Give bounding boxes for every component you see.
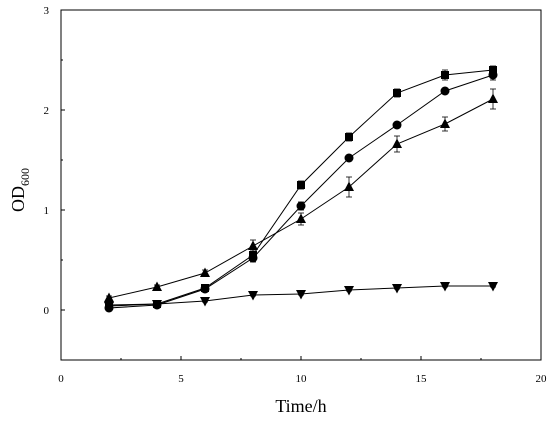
y-axis-label-subscript: 600 — [18, 168, 32, 186]
x-axis-ticks: 0 5 10 15 20 — [58, 356, 547, 385]
x-axis-label: Time/h — [275, 396, 326, 416]
data-point-triangle-down — [296, 290, 306, 300]
y-tick-label: 2 — [44, 105, 50, 117]
series-triangle-down — [104, 282, 498, 312]
data-point-circle — [200, 284, 210, 294]
data-point-circle — [296, 201, 306, 211]
data-point-circle — [488, 70, 498, 80]
data-point-triangle-up — [392, 138, 402, 148]
data-point-circle — [392, 120, 402, 130]
y-tick-label: 0 — [44, 305, 50, 317]
y-tick-label: 3 — [44, 5, 50, 17]
series-layer — [104, 65, 498, 313]
data-point-triangle-down — [440, 282, 450, 292]
y-axis-ticks: 0 1 2 3 — [44, 5, 65, 361]
data-point-triangle-down — [344, 286, 354, 296]
data-point-triangle-up — [248, 240, 258, 250]
series-circle — [104, 69, 498, 313]
data-point-square — [345, 133, 353, 141]
x-tick-label: 5 — [178, 373, 184, 385]
data-point-square — [441, 71, 449, 79]
data-point-triangle-up — [152, 281, 162, 291]
data-point-triangle-down — [200, 297, 210, 307]
data-point-circle — [248, 253, 258, 263]
data-point-triangle-down — [104, 302, 114, 312]
series-line — [108, 74, 494, 309]
series-line — [108, 98, 494, 299]
data-point-triangle-up — [104, 292, 114, 302]
x-tick-label: 0 — [58, 373, 64, 385]
data-point-triangle-up — [296, 213, 306, 223]
data-point-triangle-up — [488, 93, 498, 103]
data-point-triangle-up — [200, 267, 210, 277]
y-tick-label: 1 — [44, 205, 50, 217]
data-point-square — [393, 89, 401, 97]
series-square — [105, 65, 497, 309]
y-axis-label-main: OD — [8, 186, 28, 212]
data-point-triangle-down — [248, 291, 258, 301]
data-point-square — [297, 181, 305, 189]
data-point-triangle-up — [440, 118, 450, 128]
data-point-triangle-down — [392, 284, 402, 294]
x-tick-label: 20 — [536, 373, 548, 385]
data-point-circle — [440, 86, 450, 96]
x-tick-label: 10 — [296, 373, 308, 385]
data-point-triangle-down — [152, 300, 162, 310]
data-point-triangle-down — [488, 282, 498, 292]
data-point-triangle-up — [344, 181, 354, 191]
x-tick-label: 15 — [416, 373, 428, 385]
y-axis-label: OD600 — [8, 168, 32, 212]
series-triangle-up — [104, 88, 498, 302]
data-point-circle — [344, 153, 354, 163]
